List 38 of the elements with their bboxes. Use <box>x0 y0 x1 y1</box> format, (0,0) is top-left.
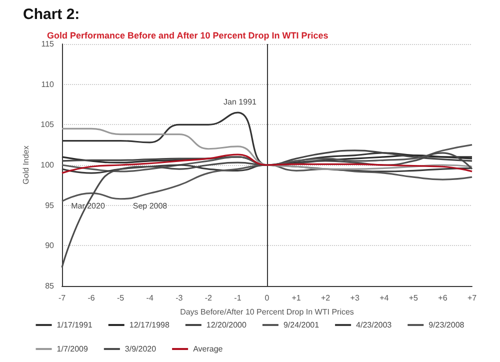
x-tick-label: -1 <box>234 294 242 302</box>
x-tick-label: +1 <box>292 294 302 302</box>
legend-label: 1/17/1991 <box>56 320 93 330</box>
legend-label: 9/24/2001 <box>283 320 320 330</box>
annotation: Jan 1991 <box>224 98 258 106</box>
x-tick-label: -6 <box>88 294 96 302</box>
legend-label: 9/23/2008 <box>428 320 465 330</box>
legend-label: 12/17/1998 <box>129 320 170 330</box>
x-tick-label: 0 <box>264 294 270 302</box>
x-tick-label: -7 <box>58 294 66 302</box>
x-tick-label: -4 <box>146 294 154 302</box>
x-axis-title: Days Before/After 10 Percent Drop In WTI Prices <box>180 308 354 316</box>
annotation: Sep 2008 <box>132 202 168 210</box>
legend-label: 12/20/2000 <box>206 320 247 330</box>
x-tick-label: -5 <box>117 294 125 302</box>
y-tick-label: 100 <box>40 160 55 170</box>
x-tick-label: +6 <box>438 294 448 302</box>
y-axis-title: Gold Index <box>21 146 30 184</box>
chart-subtitle: Gold Performance Before and After 10 Percent Drop In WTI Prices <box>47 30 328 40</box>
x-tick-label: -3 <box>176 294 184 302</box>
x-tick-label: +4 <box>380 294 390 302</box>
x-tick-label: +3 <box>350 294 360 302</box>
y-tick-label: 115 <box>41 40 55 48</box>
legend-label: 4/23/2003 <box>356 320 392 330</box>
legend-label: 3/9/2020 <box>124 344 157 354</box>
legend-label: 1/7/2009 <box>56 344 88 354</box>
y-tick-label: 105 <box>40 120 55 130</box>
y-tick-label: 85 <box>45 282 55 290</box>
chart-title: Chart 2: <box>23 6 80 23</box>
y-tick-label: 110 <box>41 80 55 89</box>
y-tick-label: 90 <box>45 241 55 250</box>
x-tick-label: -2 <box>204 294 213 302</box>
legend-label: Average <box>193 344 224 354</box>
x-tick-label: +5 <box>408 294 419 302</box>
y-tick-label: 95 <box>45 200 55 210</box>
x-tick-label: +7 <box>467 294 478 302</box>
annotation: Mar 2020 <box>71 202 106 210</box>
x-tick-label: +2 <box>321 294 331 302</box>
